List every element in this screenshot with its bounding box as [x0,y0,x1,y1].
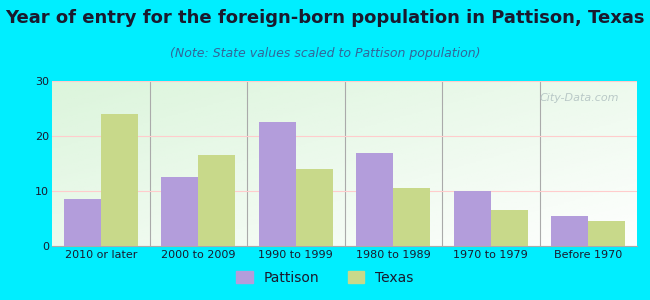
Bar [454,191,491,246]
Text: Year of entry for the foreign-born population in Pattison, Texas: Year of entry for the foreign-born popul… [5,9,645,27]
Bar [198,155,235,246]
Bar [491,210,528,246]
Bar [588,221,625,246]
Bar [551,216,588,246]
Bar [393,188,430,246]
Bar [64,199,101,246]
Bar [356,152,393,246]
Legend: Pattison, Texas: Pattison, Texas [231,265,419,290]
Bar [101,114,138,246]
Bar [259,122,296,246]
Bar [161,177,198,246]
Text: (Note: State values scaled to Pattison population): (Note: State values scaled to Pattison p… [170,46,480,59]
Text: City-Data.com: City-Data.com [540,92,619,103]
Bar [296,169,333,246]
